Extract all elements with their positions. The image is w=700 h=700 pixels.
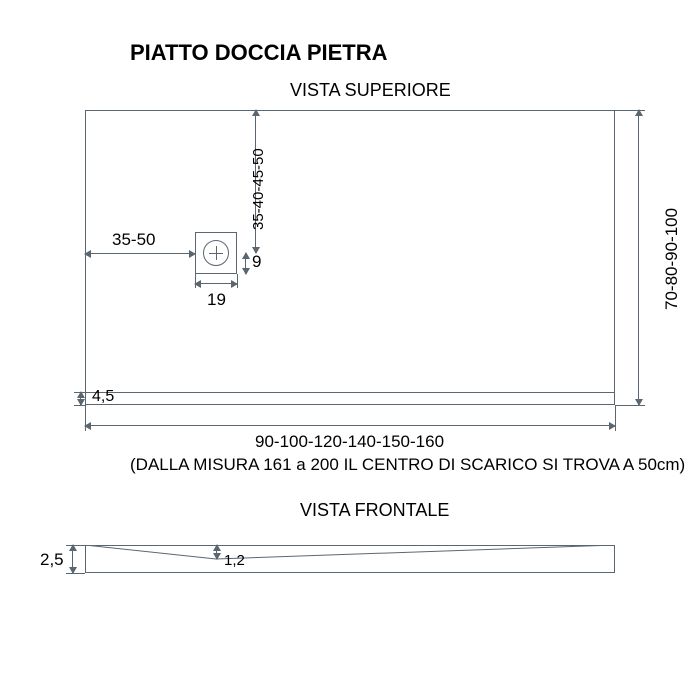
- dim-drain-w: [195, 283, 237, 284]
- dim-front-thk-tick-b: [66, 573, 85, 574]
- dim-drain-h: [245, 253, 246, 274]
- dim-width-note: (DALLA MISURA 161 a 200 IL CENTRO DI SCA…: [130, 455, 685, 475]
- dim-front-thk-label: 2,5: [40, 550, 64, 570]
- dim-height-label: 70-80-90-100: [662, 208, 682, 310]
- dim-width: [85, 425, 615, 426]
- dim-height: [638, 110, 639, 405]
- dim-front-depth-label: 1,2: [224, 552, 245, 569]
- front-slope: [85, 545, 615, 573]
- dim-front-thk: [72, 545, 73, 573]
- dim-width-label: 90-100-120-140-150-160: [255, 432, 444, 452]
- dim-front-thk-tick-t: [66, 545, 85, 546]
- dim-front-depth: [216, 545, 217, 559]
- drain-center-mark-v: [216, 246, 217, 260]
- dim-edge-tick-t: [74, 392, 86, 393]
- dim-width-tick-l: [85, 405, 86, 431]
- plan-inner-edge: [85, 392, 615, 393]
- page-title: PIATTO DOCCIA PIETRA: [130, 40, 388, 66]
- dim-height-tick-t: [615, 110, 645, 111]
- dim-drain-w-tick-l: [195, 274, 196, 288]
- top-view-label: VISTA SUPERIORE: [290, 80, 451, 101]
- front-view-label: VISTA FRONTALE: [300, 500, 449, 521]
- dim-height-tick-b: [615, 405, 645, 406]
- dim-drain-h-label: 9: [252, 252, 261, 272]
- plan-outline: [85, 110, 615, 405]
- dim-drain-offset-h-label: 35-50: [112, 230, 155, 250]
- dim-drain-w-tick-r: [237, 274, 238, 288]
- dim-edge: [80, 392, 81, 405]
- dim-width-tick-r: [615, 405, 616, 431]
- dim-drain-offset-h: [85, 253, 195, 254]
- dim-edge-label: 4,5: [92, 388, 114, 406]
- dim-drain-w-label: 19: [207, 290, 226, 310]
- dim-drain-offset-v-label: 35-40-45-50: [250, 148, 267, 230]
